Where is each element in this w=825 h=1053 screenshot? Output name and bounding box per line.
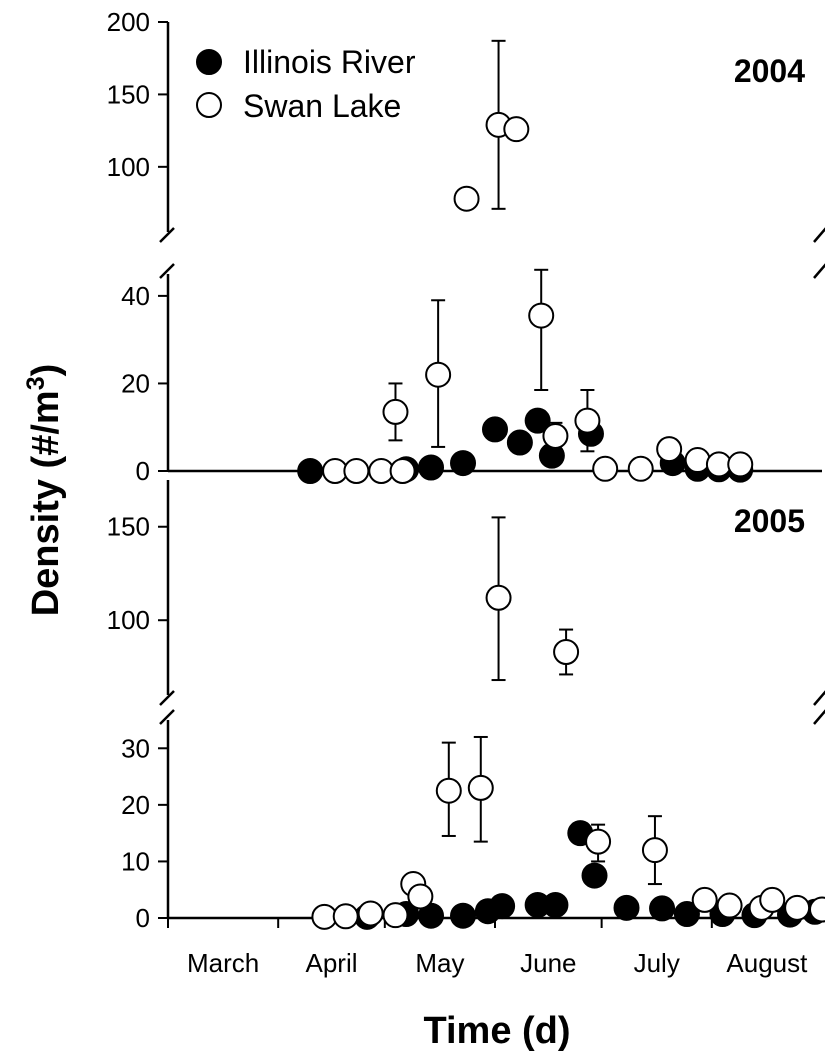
point-2004-swan-lake-4 xyxy=(382,398,409,425)
point-2004-swan-lake-9 xyxy=(528,302,555,329)
x-tick-label-july: July xyxy=(634,948,680,978)
point-2005-illinois-river-3 xyxy=(450,902,477,929)
y-axis-title-main: Density (#/m xyxy=(25,390,67,616)
point-2005-swan-lake-17 xyxy=(809,896,825,923)
legend-marker-swan-lake xyxy=(196,92,222,118)
point-2004-illinois-river-0 xyxy=(297,458,324,484)
point-2005-illinois-river-11 xyxy=(649,895,676,922)
y-tick-label-2005-30: 30 xyxy=(121,733,150,763)
point-2005-swan-lake-11 xyxy=(641,837,668,864)
year-label-2005: 2005 xyxy=(734,503,805,539)
y-axis-title: Density (#/m3) xyxy=(22,364,67,617)
y-break-mark-left-bottom-2005 xyxy=(159,709,175,725)
year-label-2004: 2004 xyxy=(734,53,805,89)
x-axis-title: Time (d) xyxy=(423,1010,570,1052)
y-break-mark-left-top-2004 xyxy=(159,227,175,243)
point-2005-illinois-river-9 xyxy=(581,862,608,889)
point-2005-illinois-river-7 xyxy=(542,891,569,918)
y-tick-label-2005-20: 20 xyxy=(121,790,150,820)
point-2005-swan-lake-6 xyxy=(435,777,462,804)
point-2004-illinois-river-4 xyxy=(482,416,508,443)
point-2004-swan-lake-17 xyxy=(727,451,754,478)
point-2004-swan-lake-1 xyxy=(343,458,370,484)
point-2005-swan-lake-2 xyxy=(357,900,384,927)
y-tick-label-2004-200: 200 xyxy=(107,7,150,37)
point-2004-swan-lake-13 xyxy=(627,455,654,482)
y-tick-label-2005-100: 100 xyxy=(107,605,150,635)
point-2004-swan-lake-6 xyxy=(453,185,480,212)
x-tick-label-march: March xyxy=(187,948,259,978)
y-axis-title-close: ) xyxy=(25,364,67,377)
point-2004-illinois-river-6 xyxy=(524,407,551,434)
point-2005-swan-lake-13 xyxy=(716,892,743,919)
point-2005-illinois-river-10 xyxy=(613,894,640,921)
y-tick-label-2004-20: 20 xyxy=(121,368,150,398)
x-tick-label-april: April xyxy=(305,948,357,978)
point-2005-illinois-river-5 xyxy=(489,893,516,920)
y-break-mark-right-bottom-2004 xyxy=(813,263,825,279)
point-2005-swan-lake-5 xyxy=(407,883,434,910)
y-tick-label-2004-150: 150 xyxy=(107,79,150,109)
point-2005-swan-lake-8 xyxy=(485,584,512,611)
x-tick-label-may: May xyxy=(415,948,464,978)
point-2004-illinois-river-2 xyxy=(418,454,445,481)
point-2004-swan-lake-11 xyxy=(574,407,601,434)
y-break-mark-left-bottom-2004 xyxy=(159,263,175,279)
legend: Illinois River Swan Lake xyxy=(196,44,416,124)
point-2004-swan-lake-5 xyxy=(425,361,452,388)
point-2004-swan-lake-10 xyxy=(542,422,569,449)
point-2005-swan-lake-1 xyxy=(332,903,359,930)
y-tick-label-2004-40: 40 xyxy=(121,281,150,311)
x-tick-label-august: August xyxy=(726,948,808,978)
point-2005-swan-lake-10 xyxy=(585,828,612,855)
legend-label-illinois-river: Illinois River xyxy=(243,44,416,80)
point-2005-swan-lake-3 xyxy=(382,902,409,929)
y-axis-title-superscript: 3 xyxy=(22,376,50,390)
point-2005-swan-lake-7 xyxy=(467,774,494,801)
point-2004-swan-lake-15 xyxy=(684,447,711,474)
y-tick-label-2005-0: 0 xyxy=(136,903,150,933)
point-2005-swan-lake-9 xyxy=(553,639,580,665)
y-break-mark-right-top-2004 xyxy=(813,227,825,243)
y-break-mark-left-top-2005 xyxy=(159,690,175,706)
x-tick-label-june: June xyxy=(520,948,576,978)
point-2005-illinois-river-12 xyxy=(673,901,700,928)
y-break-mark-right-top-2005 xyxy=(813,690,825,706)
point-2004-illinois-river-5 xyxy=(506,429,533,456)
legend-marker-illinois-river xyxy=(196,49,222,75)
y-tick-label-2004-100: 100 xyxy=(107,152,150,182)
point-2004-illinois-river-3 xyxy=(450,450,477,477)
point-2005-swan-lake-16 xyxy=(784,894,811,921)
point-2004-swan-lake-12 xyxy=(592,455,619,482)
y-tick-label-2004-0: 0 xyxy=(136,456,150,486)
chart-points xyxy=(297,39,825,930)
point-2004-swan-lake-3 xyxy=(389,458,416,484)
y-tick-label-2005-150: 150 xyxy=(107,512,150,542)
point-2004-swan-lake-14 xyxy=(656,436,683,463)
point-2005-swan-lake-15 xyxy=(759,886,786,913)
point-2004-swan-lake-8 xyxy=(503,116,530,143)
legend-label-swan-lake: Swan Lake xyxy=(243,88,401,124)
y-break-mark-right-bottom-2005 xyxy=(813,709,825,725)
y-tick-label-2005-10: 10 xyxy=(121,846,150,876)
chart-axes: 0 20 40 100 150 200 0 10 20 30 100 150 March April May… xyxy=(107,7,825,978)
point-2005-swan-lake-12 xyxy=(691,886,718,913)
